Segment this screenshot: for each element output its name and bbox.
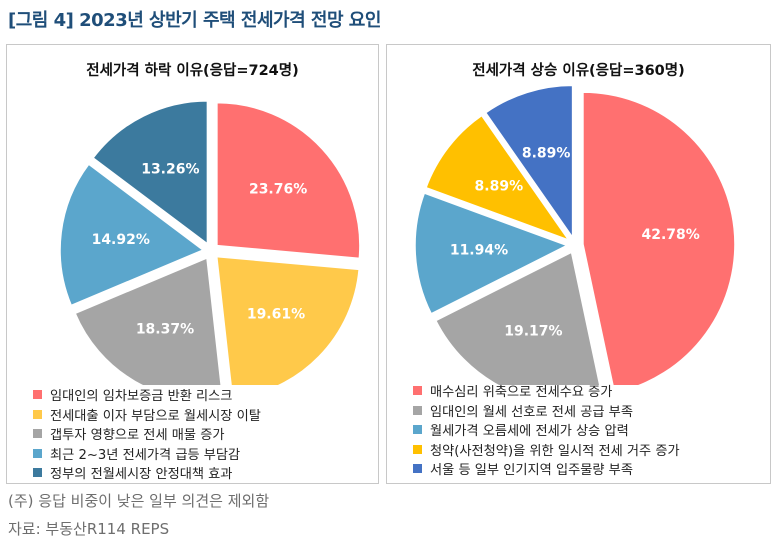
pie-slice-decline-4 [59, 163, 205, 307]
legend-label: 서울 등 일부 인기지역 입주물량 부족 [430, 463, 633, 479]
pie-slice-decline-3 [74, 256, 222, 385]
footnote: (주) 응답 비중이 낮은 일부 의견은 제외함 [8, 492, 270, 510]
pie-slice-rise-3 [414, 192, 569, 315]
legend-swatch [413, 405, 422, 415]
legend-swatch [33, 390, 42, 400]
slice-value-label-decline-1: 23.76% [249, 182, 307, 198]
legend-label: 전세대출 이자 부담으로 월세시장 이탈 [50, 408, 261, 424]
legend-swatch [413, 444, 422, 454]
legend-item-rise-2: 임대인의 월세 선호로 전세 공급 부족 [413, 401, 680, 421]
legend-item-rise-1: 매수심리 위축으로 전세수요 증가 [413, 381, 680, 401]
slice-value-label-rise-5: 8.89% [522, 145, 571, 161]
slice-value-label-rise-3: 11.94% [450, 242, 508, 258]
legend-item-rise-4: 청약(사전청약)을 위한 일시적 전세 거주 증가 [413, 440, 680, 460]
chart-title-rise: 전세가격 상승 이유(응답=360명) [472, 63, 685, 79]
pie-slice-rise-4 [425, 114, 571, 242]
legend-item-decline-5: 정부의 전월세시장 안정대책 효과 [33, 463, 261, 483]
slice-value-label-rise-4: 8.89% [475, 178, 524, 194]
pie-slice-decline-2 [215, 255, 360, 385]
legend-swatch [33, 429, 42, 439]
figure-title: [그림 4] 2023년 상반기 주택 전세가격 전망 요인 [8, 10, 381, 31]
legend-item-decline-3: 갭투자 영향으로 전세 매물 증가 [33, 424, 261, 444]
legend-item-decline-2: 전세대출 이자 부담으로 월세시장 이탈 [33, 405, 261, 425]
chart-title-decline: 전세가격 하락 이유(응답=724명) [86, 63, 299, 79]
slice-value-label-rise-1: 42.78% [641, 227, 699, 243]
pie-chart-decline: 23.76% 19.61% 18.37% 14.92% 13.26% [59, 100, 361, 385]
pie-chart-rise: 42.78% 19.17% 11.94% 8.89% 8.89% [414, 84, 736, 385]
chart-panel-rise: 전세가격 상승 이유(응답=360명) 42.78% 19.17% 11.94% 8.… [386, 44, 771, 484]
legend-swatch [413, 464, 422, 474]
legend-item-decline-4: 최근 2~3년 전세가격 급등 부담감 [33, 444, 261, 464]
legend-label: 임대인의 월세 선호로 전세 공급 부족 [430, 404, 633, 420]
slice-value-label-decline-3: 18.37% [136, 321, 194, 337]
slice-value-label-decline-5: 13.26% [141, 162, 199, 178]
legend-swatch [413, 386, 422, 396]
pie-slice-rise-5 [484, 84, 574, 240]
legend-swatch [413, 425, 422, 435]
legend-item-rise-5: 서울 등 일부 인기지역 입주물량 부족 [413, 459, 680, 479]
pie-slice-decline-5 [92, 100, 209, 246]
legend-label: 청약(사전청약)을 위한 일시적 전세 거주 증가 [430, 443, 680, 459]
legend-item-rise-3: 월세가격 오름세에 전세가 상승 압력 [413, 420, 680, 440]
slice-value-label-decline-4: 14.92% [92, 232, 150, 248]
legend-label: 월세가격 오름세에 전세가 상승 압력 [430, 424, 629, 440]
source-note: 자료: 부동산R114 REPS [8, 520, 170, 538]
legend-label: 갭투자 영향으로 전세 매물 증가 [50, 428, 225, 444]
pie-slice-rise-1 [582, 91, 736, 385]
slice-value-label-rise-2: 19.17% [504, 324, 562, 340]
pie-slice-decline-1 [216, 101, 361, 260]
legend-swatch [33, 409, 42, 419]
legend-label: 임대인의 임차보증금 반환 리스크 [50, 389, 233, 405]
legend-item-decline-1: 임대인의 임차보증금 반환 리스크 [33, 385, 261, 405]
legend-label: 정부의 전월세시장 안정대책 효과 [50, 467, 233, 483]
legend-swatch [33, 448, 42, 458]
pie-slice-rise-2 [434, 251, 601, 385]
slice-value-label-decline-2: 19.61% [247, 307, 305, 323]
legend-label: 최근 2~3년 전세가격 급등 부담감 [50, 447, 241, 463]
legend-label: 매수심리 위축으로 전세수요 증가 [430, 385, 613, 401]
chart-panel-decline: 전세가격 하락 이유(응답=724명) 23.76% 19.61% 18.37% 14… [6, 44, 379, 484]
legend-swatch [33, 468, 42, 478]
